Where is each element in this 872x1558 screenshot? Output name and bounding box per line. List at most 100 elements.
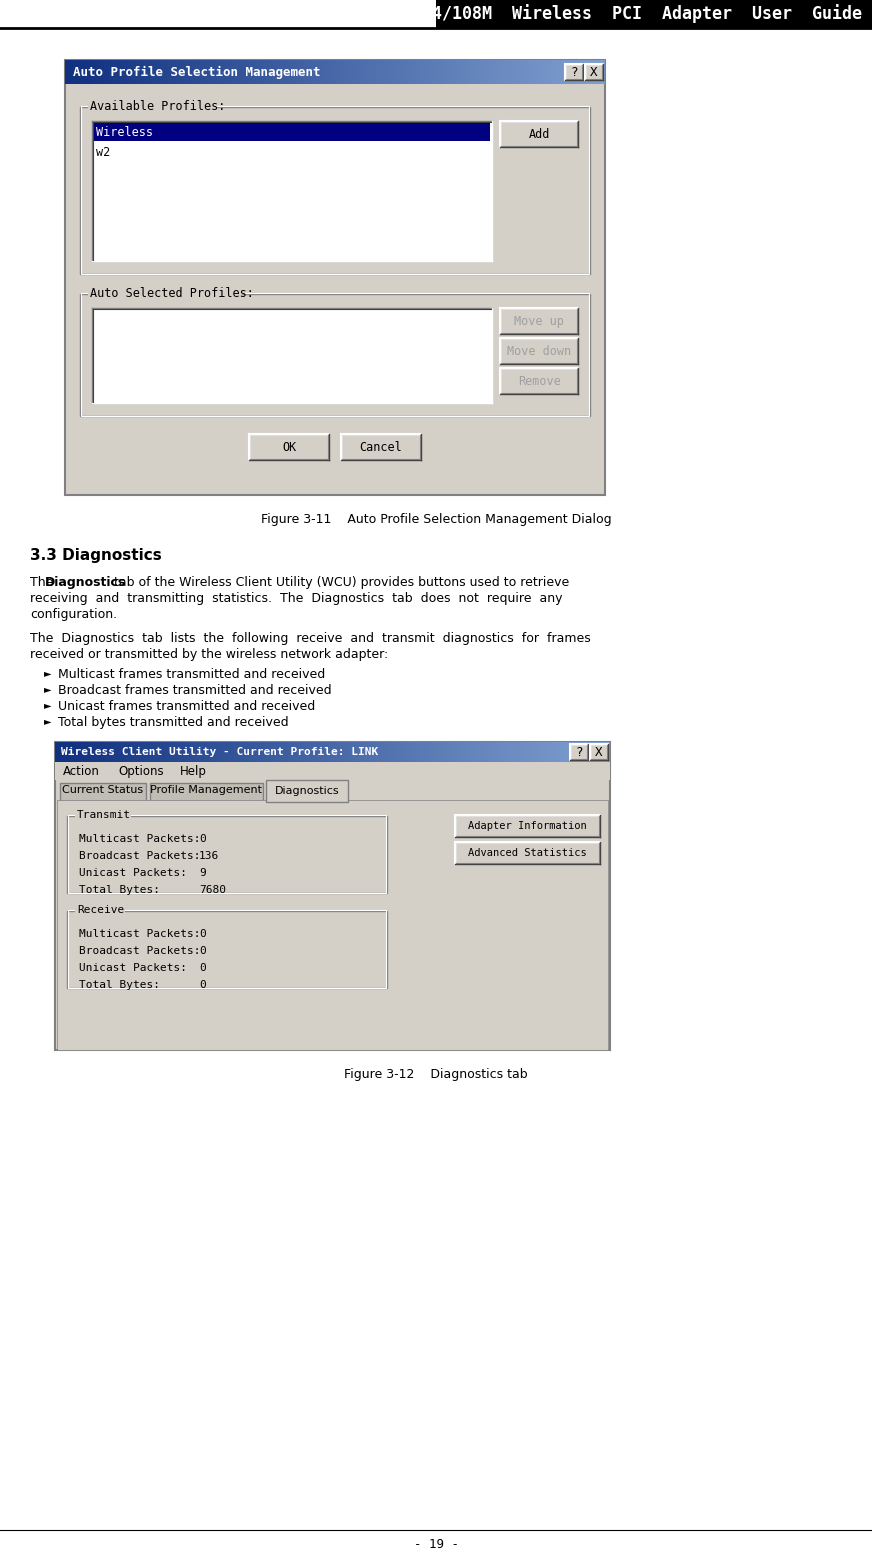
Bar [141, 742, 142, 762]
Bar [353, 61, 354, 84]
Bar [521, 742, 522, 762]
Bar [147, 742, 148, 762]
Bar [196, 61, 197, 84]
Bar [168, 742, 169, 762]
Bar [185, 742, 186, 762]
Bar [165, 61, 166, 84]
Bar [207, 742, 208, 762]
Bar [257, 742, 258, 762]
Text: receiving  and  transmitting  statistics.  The  Diagnostics  tab  does  not  req: receiving and transmitting statistics. T… [30, 592, 562, 605]
Bar [213, 742, 214, 762]
Bar [330, 61, 331, 84]
Bar [531, 61, 532, 84]
Bar [450, 61, 451, 84]
Bar [254, 61, 255, 84]
Bar [307, 742, 308, 762]
Bar [217, 742, 218, 762]
Bar [330, 742, 331, 762]
Bar [183, 61, 184, 84]
Bar [197, 61, 198, 84]
Bar [577, 61, 578, 84]
Bar [469, 61, 470, 84]
Text: tab of the Wireless Client Utility (WCU) provides buttons used to retrieve: tab of the Wireless Client Utility (WCU)… [110, 576, 569, 589]
Bar [415, 61, 416, 84]
Bar [551, 61, 552, 84]
Bar [267, 61, 268, 84]
Bar [509, 742, 510, 762]
Bar [286, 61, 287, 84]
Bar [486, 61, 487, 84]
Bar [119, 61, 120, 84]
Bar [116, 742, 117, 762]
Bar [414, 742, 415, 762]
Bar [508, 61, 509, 84]
Bar [286, 742, 287, 762]
Bar [157, 742, 158, 762]
Bar [249, 435, 329, 460]
Bar [547, 61, 548, 84]
Bar [99, 742, 100, 762]
Bar [334, 742, 335, 762]
Bar [456, 742, 457, 762]
Bar [210, 61, 211, 84]
Bar [153, 61, 154, 84]
Bar [500, 122, 578, 146]
Bar [402, 742, 403, 762]
Bar [97, 742, 98, 762]
Text: ?: ? [570, 65, 578, 78]
Bar [94, 123, 490, 142]
Bar [592, 61, 593, 84]
Bar [500, 368, 578, 394]
Bar [268, 61, 269, 84]
Text: Move down: Move down [507, 344, 571, 357]
Bar [298, 61, 299, 84]
Bar [338, 61, 339, 84]
Bar [589, 742, 590, 762]
Bar [256, 742, 257, 762]
Bar [556, 61, 557, 84]
Bar [484, 742, 485, 762]
Bar [272, 742, 273, 762]
Bar [519, 742, 520, 762]
Bar [550, 742, 551, 762]
Bar [188, 61, 189, 84]
Bar [313, 742, 314, 762]
Bar [516, 742, 517, 762]
Bar [367, 61, 368, 84]
Bar [318, 61, 319, 84]
Bar [303, 742, 304, 762]
Bar [234, 61, 235, 84]
Bar [68, 742, 69, 762]
Bar [151, 742, 152, 762]
Bar [567, 742, 568, 762]
Bar [390, 742, 391, 762]
Bar [98, 742, 99, 762]
Bar [562, 61, 563, 84]
Bar [488, 742, 489, 762]
Bar [517, 61, 518, 84]
Bar [190, 742, 191, 762]
Bar [294, 742, 295, 762]
Bar [182, 742, 183, 762]
Bar [387, 742, 388, 762]
Bar [463, 742, 464, 762]
Bar [528, 61, 529, 84]
Bar [579, 61, 580, 84]
Bar [128, 61, 129, 84]
Text: Action: Action [63, 765, 100, 777]
Bar [81, 106, 589, 274]
Bar [325, 61, 326, 84]
Bar [484, 61, 485, 84]
Bar [88, 742, 89, 762]
Bar [507, 61, 508, 84]
Bar [510, 61, 511, 84]
Text: ►: ► [44, 717, 51, 726]
Bar [152, 61, 153, 84]
Bar [204, 742, 205, 762]
Bar [420, 61, 421, 84]
Bar [494, 61, 495, 84]
Bar [70, 61, 71, 84]
Bar [176, 61, 177, 84]
Text: Help: Help [180, 765, 207, 777]
Bar [544, 742, 545, 762]
